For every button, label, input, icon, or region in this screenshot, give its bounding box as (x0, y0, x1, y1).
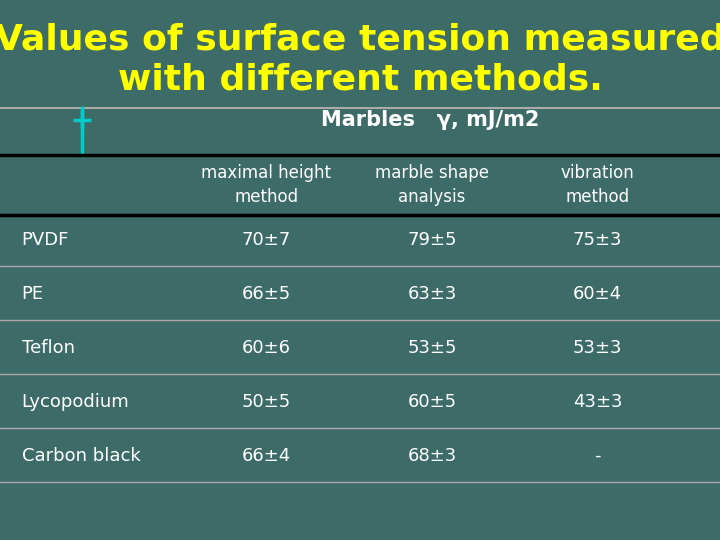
Text: PE: PE (22, 285, 44, 303)
Text: 60±5: 60±5 (408, 393, 456, 411)
Text: 63±3: 63±3 (408, 285, 456, 303)
Text: 50±5: 50±5 (242, 393, 291, 411)
Text: Teflon: Teflon (22, 339, 75, 357)
Text: Values of surface tension measured: Values of surface tension measured (0, 23, 720, 57)
Text: 70±7: 70±7 (242, 231, 291, 249)
Text: -: - (594, 447, 601, 465)
Text: 75±3: 75±3 (573, 231, 622, 249)
Text: maximal height
method: maximal height method (202, 164, 331, 206)
Text: PVDF: PVDF (22, 231, 69, 249)
Text: 79±5: 79±5 (408, 231, 456, 249)
Text: 53±5: 53±5 (408, 339, 456, 357)
Text: 53±3: 53±3 (573, 339, 622, 357)
Text: with different methods.: with different methods. (117, 63, 603, 97)
Text: 60±6: 60±6 (242, 339, 291, 357)
Text: 68±3: 68±3 (408, 447, 456, 465)
Text: 66±4: 66±4 (242, 447, 291, 465)
Text: 60±4: 60±4 (573, 285, 622, 303)
Text: Lycopodium: Lycopodium (22, 393, 130, 411)
Text: marble shape
analysis: marble shape analysis (375, 164, 489, 206)
Text: Marbles   γ, mJ/m2: Marbles γ, mJ/m2 (321, 110, 539, 130)
Text: vibration
method: vibration method (561, 164, 634, 206)
Text: Carbon black: Carbon black (22, 447, 140, 465)
Text: 66±5: 66±5 (242, 285, 291, 303)
Text: 43±3: 43±3 (573, 393, 622, 411)
